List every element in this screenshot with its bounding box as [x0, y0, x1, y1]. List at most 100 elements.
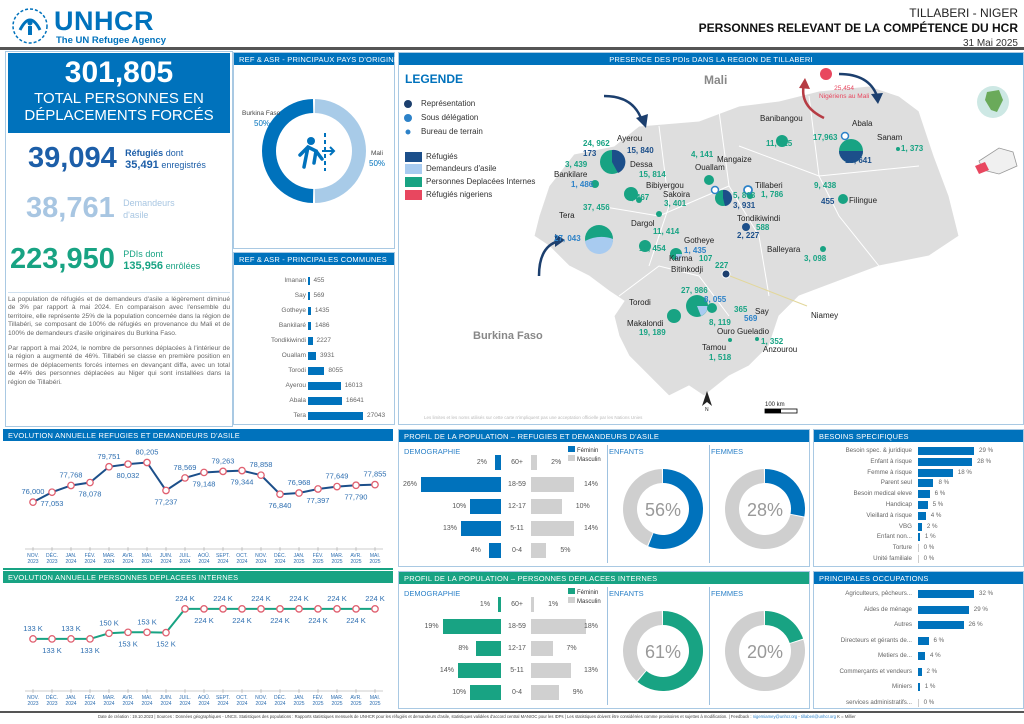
data-point	[181, 474, 189, 482]
nigeriens-annotation: 25,454 Nigériens au Mali	[819, 85, 869, 101]
commune-bar-row: Ayerou 16013	[234, 380, 394, 393]
torodi-idp-value: 27, 986	[681, 286, 708, 295]
bar-row: Femme à risque 18 %	[814, 468, 1024, 479]
male-value: 14%	[584, 481, 599, 488]
data-label: 77,768	[60, 470, 83, 479]
refugees-registered-label: enregistrés	[161, 159, 206, 170]
data-point	[238, 466, 246, 475]
x-tick-label: 2025	[293, 701, 304, 707]
x-tick-label: MAR.	[103, 695, 116, 701]
bar	[918, 683, 920, 691]
feedback-link-2[interactable]: tillaberi@unhcr.org	[801, 714, 836, 719]
commune-bar	[308, 352, 316, 360]
age-group-label: 12-17	[508, 503, 526, 510]
data-point	[162, 486, 170, 495]
data-point	[200, 605, 208, 613]
idp-dont: dont	[145, 248, 163, 259]
bar-label: Enfant à risque	[870, 457, 912, 465]
x-tick-label: 2024	[217, 701, 228, 707]
data-point	[162, 628, 170, 637]
female-bar	[470, 685, 501, 700]
occupations-chart: Agriculteurs, pêcheurs... 32 % Aides de m…	[814, 589, 1024, 709]
bar-row: Besoin medical eleve 6 %	[814, 489, 1024, 500]
x-tick-label: SEPT.	[216, 695, 230, 701]
x-tick-label: MAR.	[331, 695, 344, 701]
data-point	[314, 485, 322, 493]
bar-row: Enfant à risque 28 %	[814, 457, 1024, 468]
male-value: 5%	[560, 547, 571, 554]
bar	[918, 590, 974, 598]
place-say: Say	[755, 307, 769, 316]
bar-label: Directeurs et gérants de...	[840, 636, 912, 644]
tera-asylum-slice	[585, 236, 614, 255]
origin-label-mali: Mali	[371, 150, 383, 157]
x-tick-label: 2025	[350, 559, 361, 565]
male-bar	[531, 619, 587, 634]
x-tick-label: JAN.	[294, 695, 305, 701]
data-point	[124, 628, 132, 637]
bar-row: Miniers 1 %	[814, 682, 1024, 693]
male-value: 1%	[548, 601, 559, 608]
idp-profile-chart: DEMOGRAPHIE Féminin Masculin 60+ 1% 1% 18-59 1…	[399, 585, 809, 709]
place-makalondi: Makalondi	[627, 319, 664, 328]
age-group-label: 18-59	[508, 481, 526, 488]
bar-label: Agriculteurs, pêcheurs...	[845, 590, 912, 597]
mangaize-marker	[704, 175, 714, 185]
dargol-idp-value: 11, 414	[653, 227, 680, 236]
x-tick-label: JAN.	[66, 553, 77, 559]
enfants-donut: 61%	[623, 611, 703, 691]
x-tick-label: 2024	[103, 559, 114, 565]
male-value: 18%	[584, 623, 599, 630]
data-label: 80,032	[117, 471, 140, 480]
commune-value: 16641	[345, 397, 364, 404]
donut-center-value: 61%	[645, 642, 681, 662]
femmes-donut: 20%	[725, 611, 805, 691]
africa-shape	[985, 90, 1003, 112]
anzourou-idp-value: 1, 352	[761, 337, 784, 346]
scale-bar-fill	[765, 409, 781, 413]
male-value: 13%	[584, 667, 599, 674]
demography-subtitle: DEMOGRAPHIE	[404, 589, 461, 598]
donut-slice-burkina-faso	[262, 99, 314, 203]
data-point	[67, 635, 75, 643]
total-value: 301,805	[64, 56, 174, 89]
data-point	[105, 462, 113, 471]
x-tick-label: OCT.	[236, 553, 247, 559]
female-value: 10%	[452, 689, 467, 696]
male-bar	[531, 543, 547, 558]
legend-label: Demandeurs d'asile	[426, 164, 497, 174]
refugee-profile-title: PROFIL DE LA POPULATION – REFUGIES ET DE…	[399, 430, 809, 442]
male-value: 9%	[572, 689, 583, 696]
feedback-link-1[interactable]: nigerniamey@unhcr.org	[752, 714, 798, 719]
arrow-head	[555, 234, 565, 247]
filingue-idp-value: 9, 438	[814, 181, 837, 190]
tondi-ref-value: 2, 227	[737, 231, 760, 240]
commune-label: Gotheye	[281, 307, 306, 314]
commune-bar-row: Bankilaré 1486	[234, 320, 394, 333]
female-value: 2%	[476, 459, 487, 466]
filingue-ref-value: 455	[821, 197, 835, 206]
say-asr-value: 569	[744, 314, 758, 323]
scale-label: 100 km	[765, 402, 785, 408]
x-tick-label: 2024	[122, 559, 133, 565]
x-tick-label: 2025	[293, 559, 304, 565]
bar	[918, 636, 929, 645]
data-point	[219, 605, 227, 613]
org-name: UNHCR	[54, 6, 154, 36]
donut-value-arc	[765, 611, 804, 643]
sanam-marker	[896, 147, 900, 151]
sakoira-idp-value: 3, 401	[664, 199, 687, 208]
data-label: 77,790	[345, 492, 368, 501]
legend-male: Masculin	[568, 455, 601, 464]
bar	[918, 447, 974, 455]
section-divider	[607, 445, 608, 563]
tillaberi-idp-value: 1, 786	[761, 190, 784, 199]
bar-label: Autres	[894, 621, 912, 628]
arrow-head	[871, 93, 883, 104]
place-bibiyergou: Bibiyergou	[646, 181, 684, 190]
commune-label: Tondikiwindi	[270, 337, 306, 344]
bar	[918, 544, 919, 553]
bar-label: services administratifs...	[845, 698, 912, 706]
refugee-trend-panel: EVOLUTION ANNUELLE REFUGIES ET DEMANDEUR…	[3, 429, 393, 567]
bar-row: VBG 2 %	[814, 522, 1024, 533]
